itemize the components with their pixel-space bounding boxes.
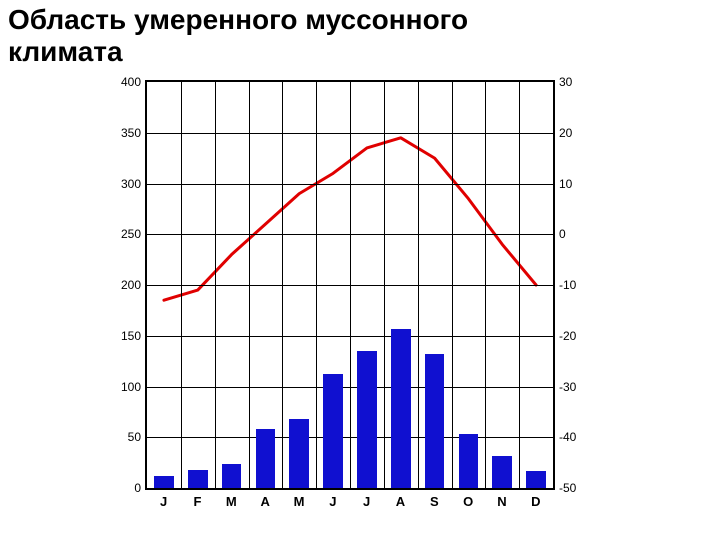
month-label: A [396,494,406,509]
month-label: D [531,494,541,509]
ytick-left: 300 [121,177,141,191]
month-label: S [430,494,439,509]
precip-bar [526,471,546,488]
month-label: M [294,494,305,509]
grid-vertical [181,82,182,488]
ytick-right: -40 [559,430,576,444]
precip-bar [459,434,479,488]
month-label: O [463,494,474,509]
precip-bar [256,429,276,488]
grid-vertical [316,82,317,488]
ytick-right: -50 [559,481,576,495]
ytick-left: 250 [121,227,141,241]
precip-bar [492,456,512,488]
ytick-left: 150 [121,329,141,343]
page-title: Область умеренного муссонногоклимата [8,4,468,68]
grid-vertical [519,82,520,488]
ytick-left: 50 [128,430,141,444]
ytick-left: 0 [134,481,141,495]
precip-bar [222,464,242,488]
ytick-right: 30 [559,75,572,89]
ytick-right: 10 [559,177,572,191]
grid-vertical [215,82,216,488]
ytick-right: 20 [559,126,572,140]
grid-vertical [249,82,250,488]
precip-bar [357,351,377,488]
ytick-right: -30 [559,380,576,394]
month-label: F [194,494,202,509]
month-label: N [497,494,507,509]
grid-vertical [282,82,283,488]
month-label: J [329,494,337,509]
month-label: A [260,494,270,509]
month-label: J [363,494,371,509]
grid-vertical [384,82,385,488]
month-label: M [226,494,237,509]
precip-bar [289,419,309,488]
climograph: 0-5050-40100-30150-20200-102500300103502… [145,80,555,490]
precip-bar [323,374,343,488]
month-label: J [160,494,168,509]
ytick-left: 400 [121,75,141,89]
plot-area: 0-5050-40100-30150-20200-102500300103502… [145,80,555,490]
precip-bar [425,354,445,488]
grid-vertical [350,82,351,488]
ytick-right: -20 [559,329,576,343]
ytick-left: 350 [121,126,141,140]
ytick-left: 200 [121,278,141,292]
precip-bar [188,470,208,488]
ytick-right: 0 [559,227,566,241]
ytick-left: 100 [121,380,141,394]
precip-bar [154,476,174,488]
ytick-right: -10 [559,278,576,292]
grid-vertical [485,82,486,488]
grid-vertical [452,82,453,488]
grid-vertical [418,82,419,488]
precip-bar [391,329,411,488]
